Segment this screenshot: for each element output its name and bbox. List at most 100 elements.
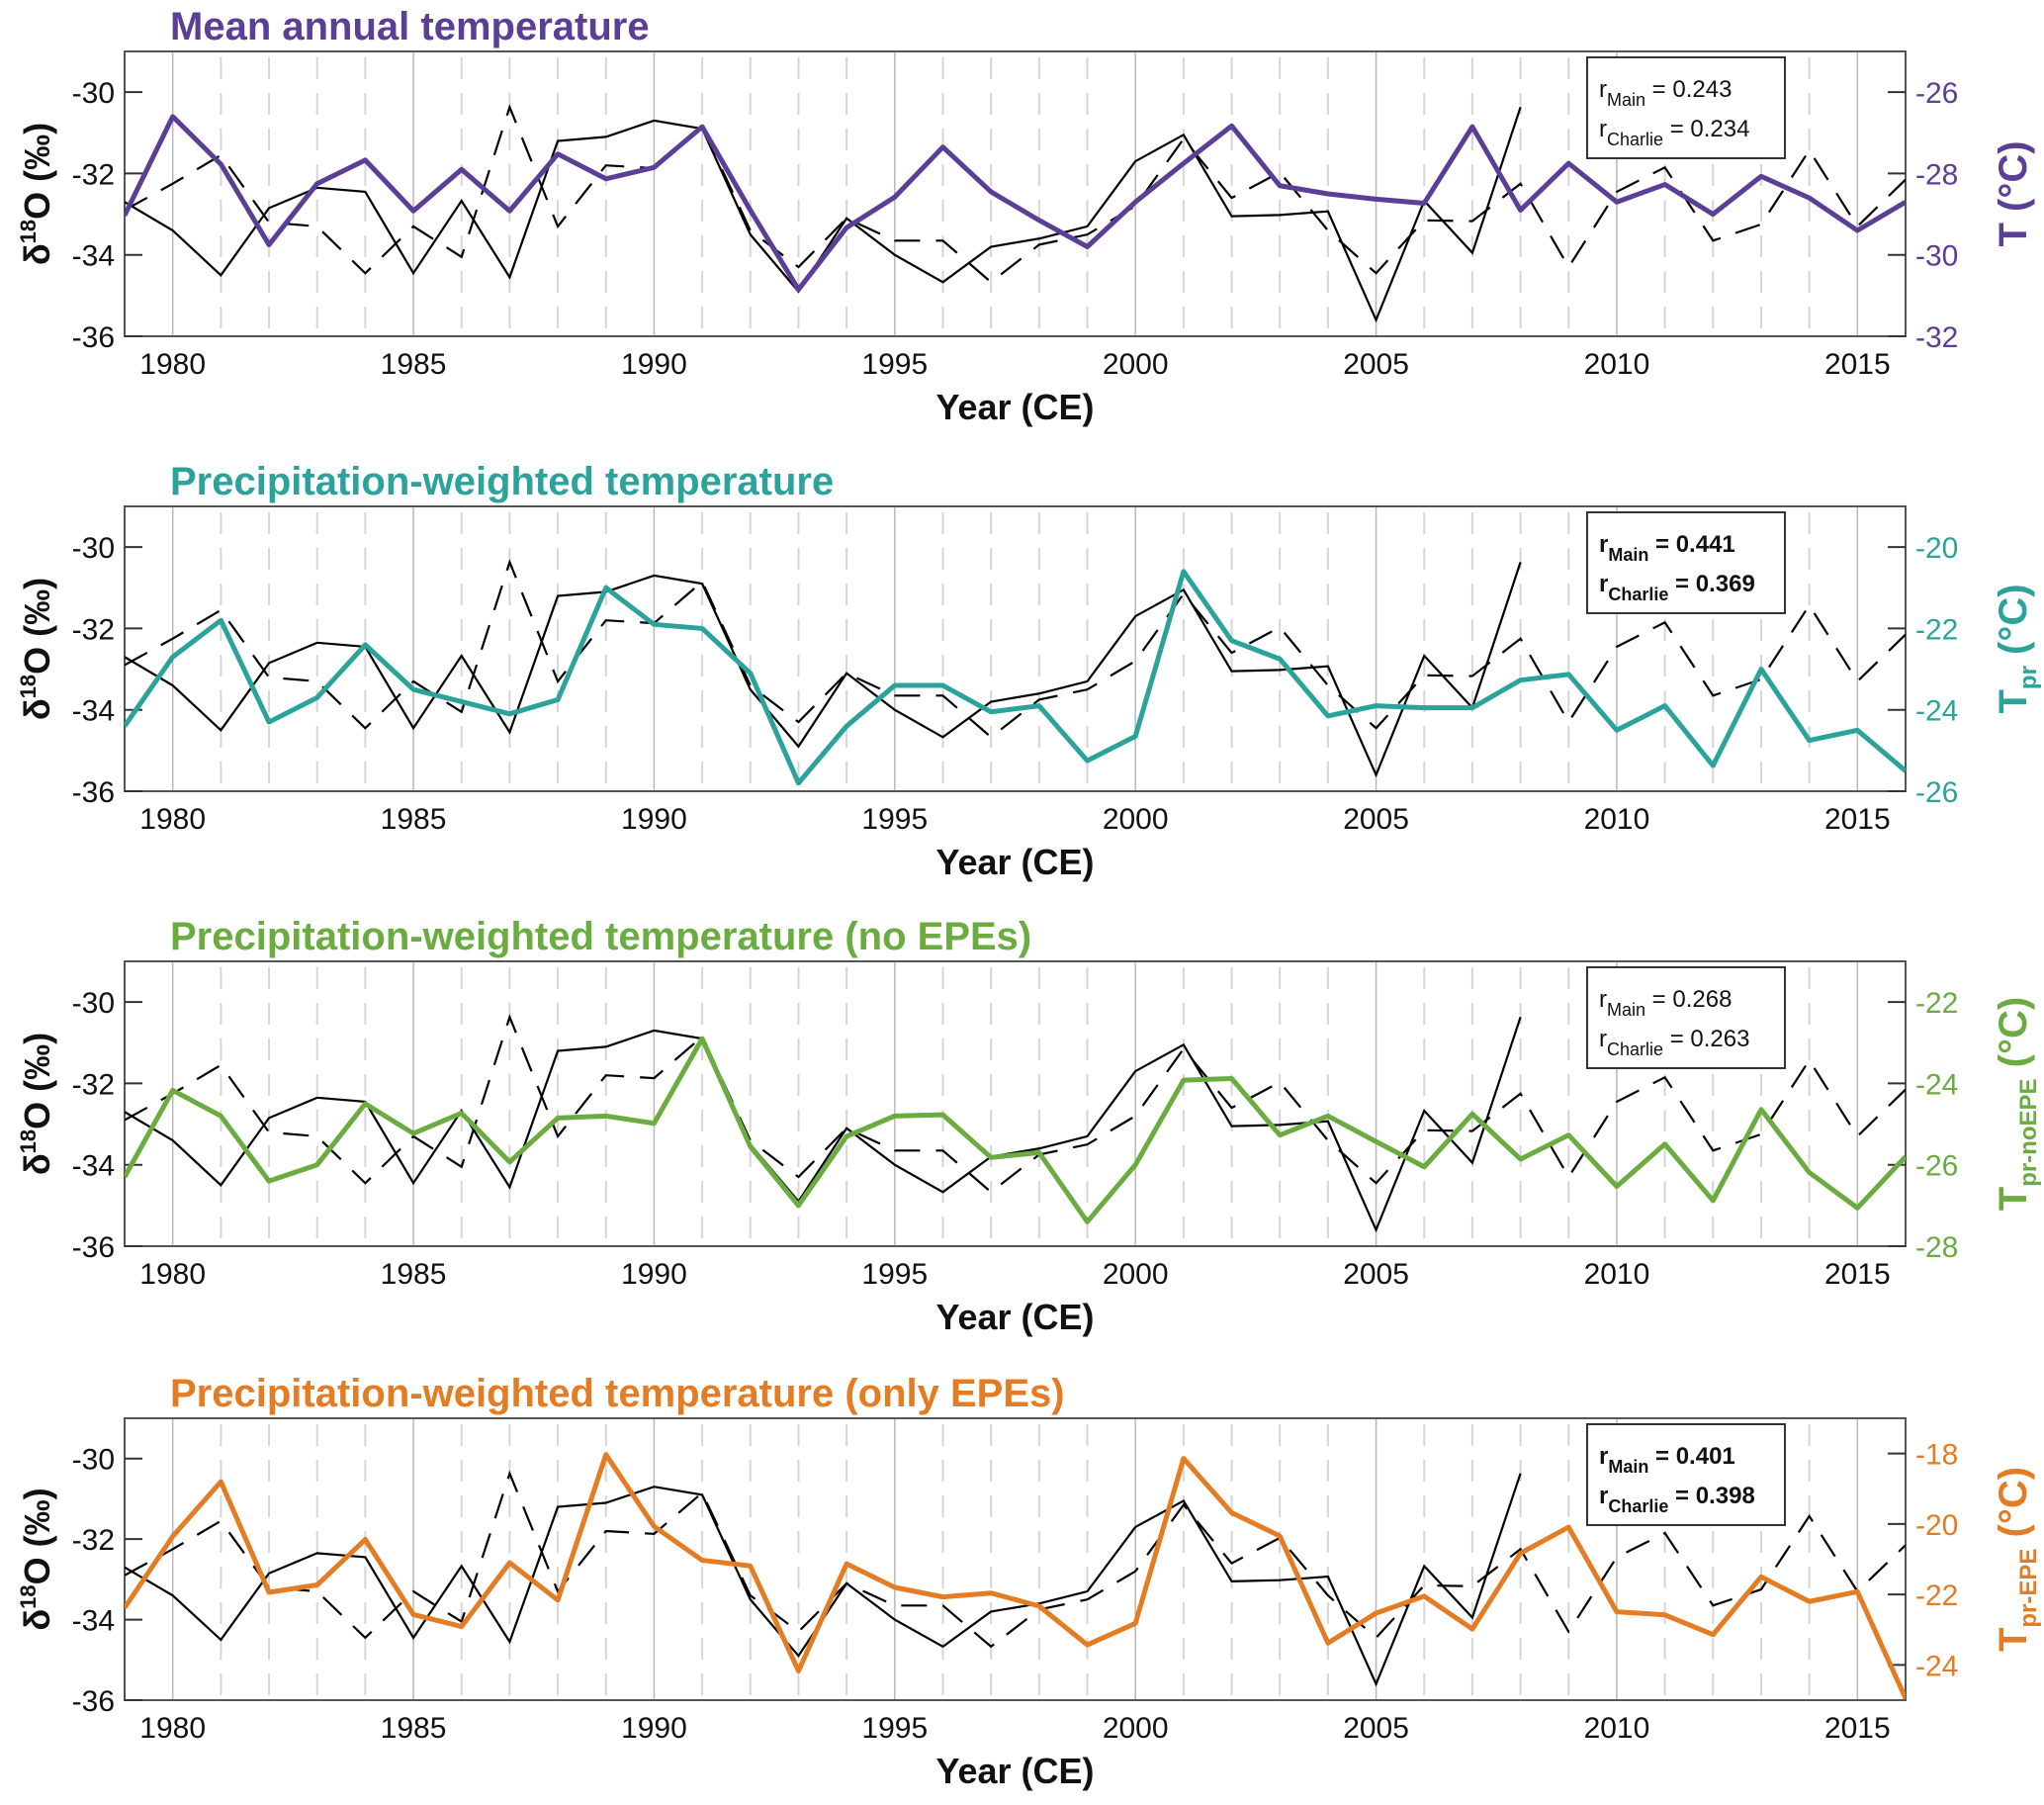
series-temperature-line xyxy=(125,1452,1906,1700)
x-tick-label: 1985 xyxy=(381,348,447,381)
x-axis-label: Year (CE) xyxy=(935,1297,1094,1337)
r-main-text: rMain = 0.243 xyxy=(1599,76,1732,110)
y-label-sup: 18 xyxy=(16,1584,41,1608)
series-main-line xyxy=(125,107,1522,323)
y2-axis-label: Tpr (°C) xyxy=(1992,584,2042,713)
r-main-subscript: Main xyxy=(1608,1457,1648,1477)
y2-label-sub: pr-noEPE xyxy=(2015,1078,2042,1186)
y2-label-main: T xyxy=(1992,689,2035,713)
x-tick-label: 2010 xyxy=(1584,1712,1650,1745)
correlation-box-frame xyxy=(1586,1423,1786,1526)
y-tick-label: -34 xyxy=(72,1150,115,1183)
y-tick-label: -32 xyxy=(72,1068,115,1101)
r-charlie-text: rCharlie = 0.369 xyxy=(1599,571,1755,604)
y2-label-main: T xyxy=(1992,223,2035,246)
y-tick-label: -30 xyxy=(72,532,115,565)
y-tick-label: -30 xyxy=(72,987,115,1020)
r-main-value: = 0.268 xyxy=(1645,986,1732,1013)
y2-axis-label: T (°C) xyxy=(1992,140,2035,246)
x-tick-label: 1995 xyxy=(861,1712,928,1745)
r-charlie-subscript: Charlie xyxy=(1607,130,1663,149)
series-main-line xyxy=(125,562,1522,778)
x-tick-label: 2000 xyxy=(1103,803,1169,836)
y-axis-label: δ18O (‰) xyxy=(16,123,57,265)
y-label-rest: O (‰) xyxy=(17,1033,57,1129)
series-charlie-line xyxy=(125,1014,1906,1194)
x-tick-label: 2000 xyxy=(1103,348,1169,381)
x-tick-label: 1995 xyxy=(861,803,928,836)
series-charlie-line xyxy=(125,104,1906,284)
panel-title: Precipitation-weighted temperature (no E… xyxy=(170,915,1031,958)
y2-tick-label: -18 xyxy=(1915,1439,1958,1472)
x-axis-label: Year (CE) xyxy=(935,1751,1094,1791)
x-tick-label: 1985 xyxy=(381,803,447,836)
r-charlie-subscript: Charlie xyxy=(1607,1039,1663,1059)
x-tick-label: 2015 xyxy=(1824,803,1891,836)
y-label-rest: O (‰) xyxy=(17,578,57,675)
y2-tick-label: -26 xyxy=(1915,776,1958,809)
y2-tick-label: -26 xyxy=(1915,1150,1958,1183)
r-charlie-subscript: Charlie xyxy=(1608,1496,1668,1516)
r-main-value: = 0.401 xyxy=(1648,1443,1734,1470)
y2-tick-label: -32 xyxy=(1915,321,1958,354)
x-tick-label: 1980 xyxy=(139,1258,206,1291)
r-symbol: r xyxy=(1599,571,1608,597)
series-group xyxy=(125,559,1906,786)
x-tick-label: 1985 xyxy=(381,1712,447,1745)
r-charlie-value: = 0.234 xyxy=(1663,116,1749,142)
y-label-delta: δ xyxy=(17,1153,57,1175)
r-symbol: r xyxy=(1599,1443,1608,1470)
y-label-rest: O (‰) xyxy=(17,1488,57,1584)
y-axis-label: δ18O (‰) xyxy=(16,1033,57,1175)
y2-tick-label: -24 xyxy=(1915,1650,1958,1682)
r-main-subscript: Main xyxy=(1607,90,1645,110)
y-label-sup: 18 xyxy=(16,1129,41,1153)
x-tick-label: 1995 xyxy=(861,1258,928,1291)
y-tick-label: -34 xyxy=(72,1605,115,1638)
x-tick-label: 1980 xyxy=(139,348,206,381)
y2-tick-label: -30 xyxy=(1915,240,1958,273)
y-label-rest: O (‰) xyxy=(17,123,57,220)
r-main-text: rMain = 0.268 xyxy=(1599,986,1732,1020)
x-tick-label: 1990 xyxy=(621,1258,687,1291)
y2-label-unit: (°C) xyxy=(1992,997,2035,1079)
y2-axis-label: Tpr-EPE (°C) xyxy=(1992,1467,2042,1652)
y2-tick-label: -28 xyxy=(1915,158,1958,191)
series-charlie-line xyxy=(125,1470,1906,1649)
x-tick-label: 2000 xyxy=(1103,1712,1169,1745)
y-tick-label: -32 xyxy=(72,613,115,646)
series-group xyxy=(125,1014,1906,1233)
r-main-value: = 0.441 xyxy=(1648,531,1734,558)
x-tick-label: 1990 xyxy=(621,1712,687,1745)
y-tick-label: -36 xyxy=(72,1685,115,1718)
panel-4: Precipitation-weighted temperature (only… xyxy=(16,1372,2042,1791)
plot-frame xyxy=(124,505,1907,792)
series-group xyxy=(125,1452,1906,1700)
x-tick-label: 1990 xyxy=(621,348,687,381)
panel-3: Precipitation-weighted temperature (no E… xyxy=(16,915,2042,1337)
x-tick-label: 1980 xyxy=(139,1712,206,1745)
correlation-box-frame xyxy=(1586,966,1786,1069)
panel-title: Mean annual temperature xyxy=(170,5,650,48)
y-tick-label: -36 xyxy=(72,1231,115,1264)
x-tick-label: 1990 xyxy=(621,803,687,836)
y2-tick-label: -22 xyxy=(1915,613,1958,646)
y2-tick-label: -24 xyxy=(1915,695,1958,728)
y-tick-label: -34 xyxy=(72,695,115,728)
x-tick-label: 1980 xyxy=(139,803,206,836)
plot-frame xyxy=(124,1417,1907,1701)
y2-label-sub: pr xyxy=(2015,666,2042,689)
r-main-subscript: Main xyxy=(1607,1000,1645,1020)
y-tick-label: -32 xyxy=(72,158,115,191)
y2-tick-label: -22 xyxy=(1915,1579,1958,1612)
y-tick-label: -34 xyxy=(72,240,115,273)
x-tick-label: 2005 xyxy=(1343,1258,1409,1291)
x-axis-label: Year (CE) xyxy=(935,387,1094,427)
y-tick-label: -36 xyxy=(72,321,115,354)
panel-1: Mean annual temperature -30 -32 -34 -36 -26 -2… xyxy=(16,5,2035,427)
series-main-line xyxy=(125,1017,1522,1233)
